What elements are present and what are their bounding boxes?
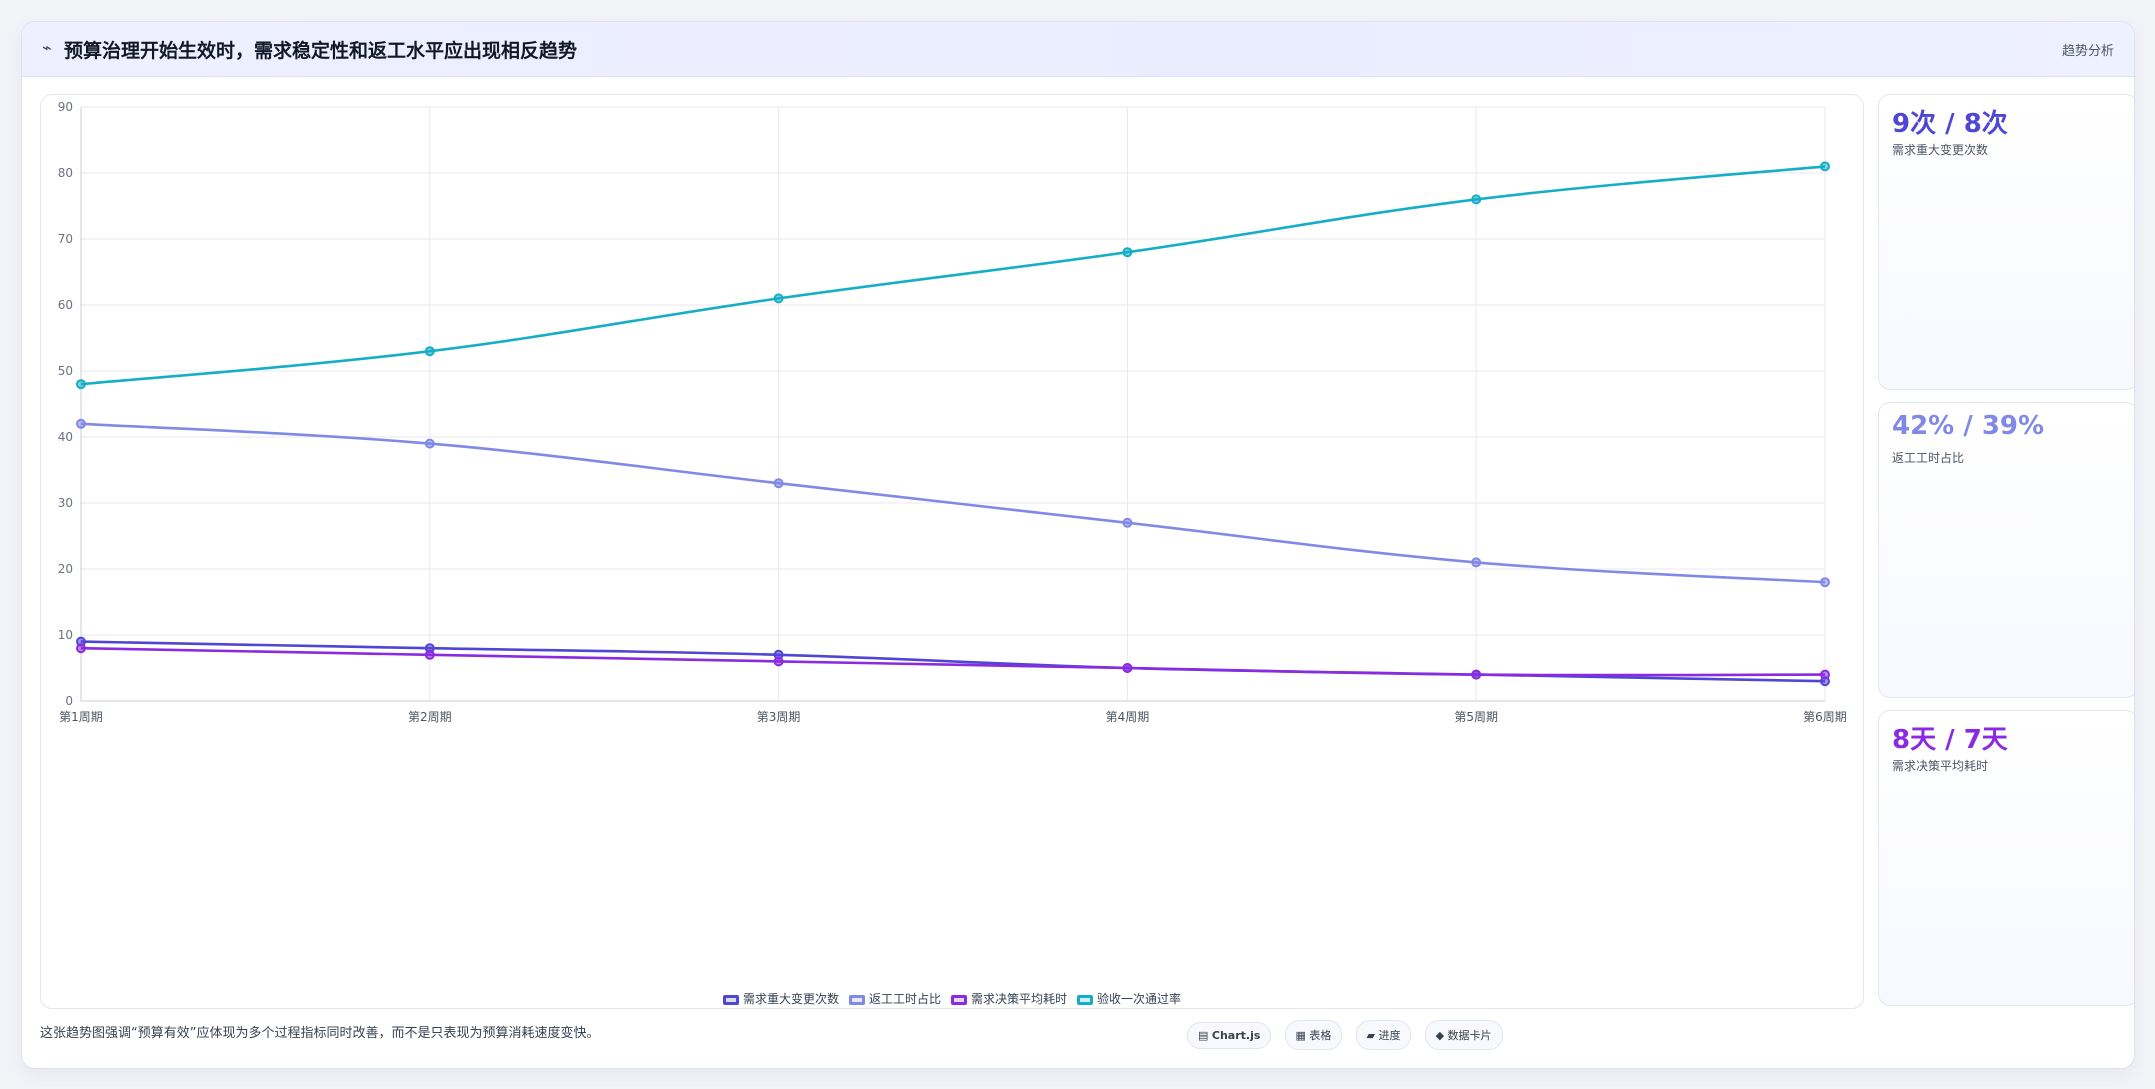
x-tick-label: 第2周期 <box>408 710 452 724</box>
y-tick-label: 0 <box>65 694 73 708</box>
kpi-label: 需求决策平均耗时 <box>1892 759 1989 773</box>
data-point <box>773 478 784 489</box>
data-point <box>1122 247 1133 258</box>
table-icon: ▦ <box>1295 1029 1306 1042</box>
y-tick-label: 50 <box>58 364 73 378</box>
data-point <box>424 649 435 660</box>
kpi-value: 9次 / 8次 <box>1892 109 2008 139</box>
legend-label: 验收一次通过率 <box>1097 992 1182 1006</box>
data-point <box>76 418 86 429</box>
y-tick-label: 80 <box>58 166 73 180</box>
kpi-card-change-count: 9次 / 8次 需求重大变更次数 <box>1878 94 2134 390</box>
x-tick-label: 第6周期 <box>1803 710 1847 724</box>
y-tick-label: 70 <box>58 232 73 246</box>
kpi-card-decision-time: 8天 / 7天 需求决策平均耗时 <box>1878 710 2134 1006</box>
legend-item-3[interactable]: 验收一次通过率 <box>1077 990 1181 1007</box>
series-line-1 <box>80 422 1826 584</box>
chart-note: 这张趋势图强调“预算有效”应体现为多个过程指标同时改善，而不是只表现为预算消耗速… <box>40 1026 600 1041</box>
data-point <box>1471 669 1482 680</box>
y-tick-label: 60 <box>58 298 73 312</box>
chartjs-button[interactable]: ▤ Chart.js <box>1187 1022 1272 1049</box>
legend-label: 返工工时占比 <box>868 992 941 1006</box>
data-point <box>1820 161 1830 172</box>
legend-item-2[interactable]: 需求决策平均耗时 <box>951 990 1067 1007</box>
legend-label: 需求决策平均耗时 <box>971 992 1068 1006</box>
button-label: 表格 <box>1309 1029 1332 1042</box>
view-toolbar: ▤ Chart.js ▦ 表格 ▰ 进度 ◆ 数据卡片 <box>1187 1020 1511 1050</box>
data-point <box>76 643 86 654</box>
x-tick-label: 第5周期 <box>1454 710 1498 724</box>
legend-item-1[interactable]: 返工工时占比 <box>848 990 941 1007</box>
line-chart: 0 10 20 30 40 50 60 70 80 90 第1周期 第2周期 第3周期 第4周期 第5周期 第… <box>58 100 1847 724</box>
diamond-icon: ◆ <box>1435 1029 1445 1042</box>
data-point <box>1820 669 1830 680</box>
series-line-2 <box>80 646 1826 677</box>
legend-label: 需求重大变更次数 <box>742 992 839 1006</box>
y-tick-label: 10 <box>58 628 73 642</box>
button-label: Chart.js <box>1211 1029 1261 1042</box>
legend-swatch <box>848 994 865 1005</box>
data-point <box>773 656 784 667</box>
data-point <box>1471 557 1482 568</box>
legend-item-0[interactable]: 需求重大变更次数 <box>722 990 839 1007</box>
data-point <box>424 346 435 357</box>
line-chart-panel: 0 10 20 30 40 50 60 70 80 90 第1周期 第2周期 第3周期 第4周期 第5周期 第… <box>40 94 1864 1009</box>
series-line-3 <box>80 165 1826 386</box>
progress-icon: ▰ <box>1366 1029 1375 1042</box>
data-point <box>424 438 435 449</box>
button-label: 数据卡片 <box>1447 1029 1492 1042</box>
data-point <box>1471 194 1482 205</box>
progress-button[interactable]: ▰ 进度 <box>1355 1020 1412 1050</box>
chart-icon: ▤ <box>1198 1029 1209 1042</box>
button-label: 进度 <box>1378 1029 1401 1042</box>
kpi-value: 42% / 39% <box>1892 411 2045 441</box>
data-point <box>1122 517 1133 528</box>
y-tick-label: 30 <box>58 496 73 510</box>
data-point <box>76 379 86 390</box>
table-button[interactable]: ▦ 表格 <box>1284 1020 1343 1050</box>
data-point <box>1820 577 1830 588</box>
data-point <box>773 293 784 304</box>
dashboard-card: ⌁ 预算治理开始生效时，需求稳定性和返工水平应出现相反趋势 趋势分析 0 10 20… <box>21 21 2135 1069</box>
chart-legend: 需求重大变更次数 返工工时占比 需求决策平均耗时 验收一次通过率 <box>41 990 1863 1007</box>
page-title: 预算治理开始生效时，需求稳定性和返工水平应出现相反趋势 <box>64 40 578 62</box>
y-tick-label: 20 <box>58 562 73 576</box>
x-tick-label: 第3周期 <box>757 710 801 724</box>
data-card-button[interactable]: ◆ 数据卡片 <box>1424 1020 1503 1050</box>
kpi-card-rework-ratio: 42% / 39% 返工工时占比 <box>1878 402 2134 698</box>
legend-swatch <box>722 994 739 1005</box>
kpi-label: 需求重大变更次数 <box>1892 143 1989 157</box>
section-tag: 趋势分析 <box>2061 44 2114 59</box>
x-tick-label: 第4周期 <box>1106 710 1150 724</box>
kpi-label: 返工工时占比 <box>1892 451 1965 465</box>
kpi-value: 8天 / 7天 <box>1892 725 2008 755</box>
y-tick-label: 40 <box>58 430 73 444</box>
legend-swatch <box>1077 994 1094 1005</box>
y-tick-label: 90 <box>58 100 73 114</box>
data-point <box>1122 663 1133 673</box>
legend-swatch <box>951 994 967 1005</box>
card-header: ⌁ 预算治理开始生效时，需求稳定性和返工水平应出现相反趋势 趋势分析 <box>22 22 2134 77</box>
trend-icon: ⌁ <box>42 38 52 57</box>
x-tick-label: 第1周期 <box>59 710 103 724</box>
